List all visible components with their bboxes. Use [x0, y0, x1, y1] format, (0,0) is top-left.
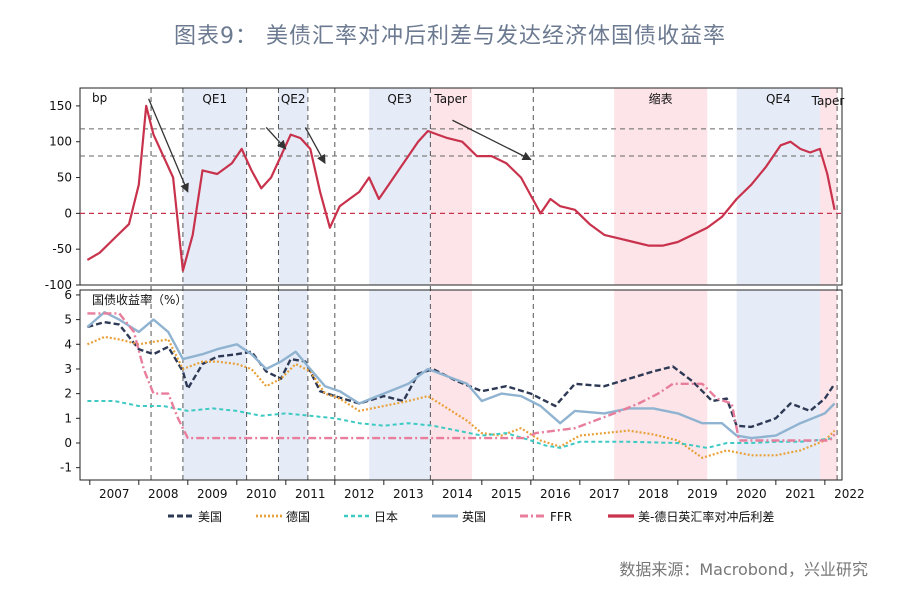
period-label: 缩表: [649, 91, 673, 106]
series-德国: [86, 335, 836, 459]
y-tick-label: 150: [49, 99, 72, 113]
x-tick-label: 2014: [442, 487, 473, 501]
period-label: QE3: [387, 92, 412, 106]
shaded-period: [819, 88, 838, 285]
period-label: QE4: [766, 92, 791, 106]
y-tick-label: 4: [64, 337, 72, 351]
x-tick-label: 2011: [295, 487, 326, 501]
bottom-panel-frame: [79, 289, 843, 481]
shaded-period: [182, 290, 247, 480]
x-tick-label: 2016: [540, 487, 571, 501]
x-tick-label: 2015: [491, 487, 522, 501]
y-tick-label: 6: [64, 288, 72, 302]
x-tick-label: 2007: [99, 487, 130, 501]
shaded-period: [736, 290, 820, 480]
y-tick-label: -50: [52, 242, 72, 256]
y-tick-label: 50: [57, 171, 72, 185]
x-tick-label: 2009: [197, 487, 228, 501]
trend-arrow: [265, 126, 287, 150]
y-tick-label: 1: [64, 411, 72, 425]
series-spread: [86, 104, 836, 272]
y-tick-label: 100: [49, 135, 72, 149]
shaded-period: [182, 88, 247, 285]
legend-label: 美国: [198, 510, 222, 524]
series-FFR: [87, 312, 836, 442]
x-tick-label: 2018: [638, 487, 669, 501]
source-note: 数据来源：Macrobond，兴业研究: [619, 560, 868, 579]
x-tick-label: 2019: [687, 487, 718, 501]
y-tick-label: -100: [45, 278, 72, 292]
shaded-period: [430, 290, 473, 480]
x-tick-label: 2022: [834, 487, 865, 501]
shaded-period: [369, 88, 431, 285]
period-label: QE1: [202, 92, 227, 106]
x-tick-label: 2013: [393, 487, 424, 501]
y-tick-label: -1: [60, 461, 72, 475]
legend-label: 英国: [462, 510, 486, 524]
x-tick-label: 2021: [785, 487, 816, 501]
x-tick-label: 2008: [148, 487, 179, 501]
series-美国: [87, 320, 836, 429]
y-axis-label: bp: [92, 91, 107, 105]
y-tick-label: 2: [64, 387, 72, 401]
x-tick-label: 2020: [736, 487, 767, 501]
trend-arrow: [452, 119, 532, 161]
shaded-period: [430, 88, 473, 285]
period-label: QE2: [281, 92, 306, 106]
y-tick-label: 5: [64, 313, 72, 327]
shaded-period: [278, 290, 308, 480]
shaded-period: [278, 88, 308, 285]
top-panel-frame: [79, 87, 843, 286]
legend-label: 日本: [374, 510, 398, 524]
shaded-period: [614, 88, 708, 285]
period-label: Taper: [811, 94, 845, 108]
legend-label: 美-德日英汇率对冲后利差: [638, 509, 774, 524]
y-tick-label: 0: [64, 436, 72, 450]
x-tick-label: 2012: [344, 487, 375, 501]
legend-label: 德国: [286, 509, 310, 524]
x-tick-label: 2010: [246, 487, 277, 501]
y-axis-label: 国债收益率（%）: [92, 292, 187, 307]
trend-arrow: [304, 127, 326, 165]
x-tick-label: 2017: [589, 487, 620, 501]
trend-arrow: [148, 98, 189, 193]
chart-title: 图表9： 美债汇率对冲后利差与发达经济体国债收益率: [174, 24, 726, 49]
series-英国: [86, 311, 836, 440]
series-日本: [87, 400, 835, 449]
shaded-period: [819, 290, 838, 480]
y-tick-label: 0: [64, 206, 72, 220]
legend-label: FFR: [550, 510, 572, 524]
period-label: Taper: [433, 92, 467, 106]
shaded-period: [369, 290, 431, 480]
y-tick-label: 3: [64, 362, 72, 376]
